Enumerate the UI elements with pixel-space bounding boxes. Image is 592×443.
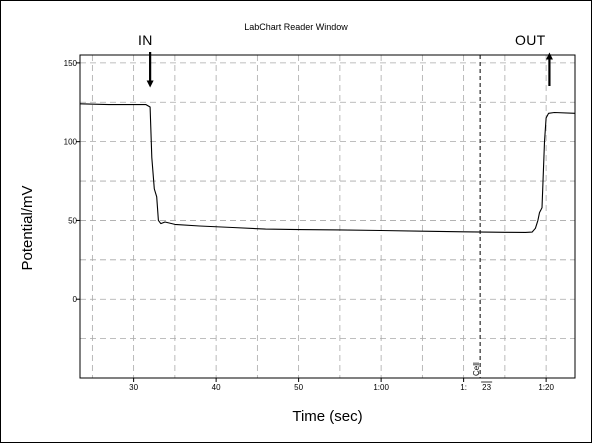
y-tick-label: 0	[73, 295, 78, 304]
window-title: LabChart Reader Window	[244, 22, 348, 32]
plot-frame	[79, 54, 576, 379]
x-tick-label: 1:	[460, 383, 467, 392]
y-tick-label: 150	[64, 59, 78, 68]
cursor-value: 23	[482, 383, 491, 392]
x-tick-label: 30	[129, 383, 138, 392]
y-tick-label: 50	[68, 216, 77, 225]
potential-trace	[79, 103, 576, 233]
in-event-label: IN	[138, 32, 153, 48]
y-axis-label: Potential/mV	[19, 185, 36, 271]
out-event-label: OUT	[515, 32, 546, 48]
cursor-tag: Cell	[472, 362, 481, 376]
x-tick-label: 40	[212, 383, 221, 392]
x-tick-label: 50	[294, 383, 303, 392]
x-axis-label: Time (sec)	[292, 408, 363, 425]
x-tick-label: 1:00	[373, 383, 389, 392]
y-tick-label: 100	[64, 138, 78, 147]
x-tick-label: 1:20	[538, 383, 554, 392]
